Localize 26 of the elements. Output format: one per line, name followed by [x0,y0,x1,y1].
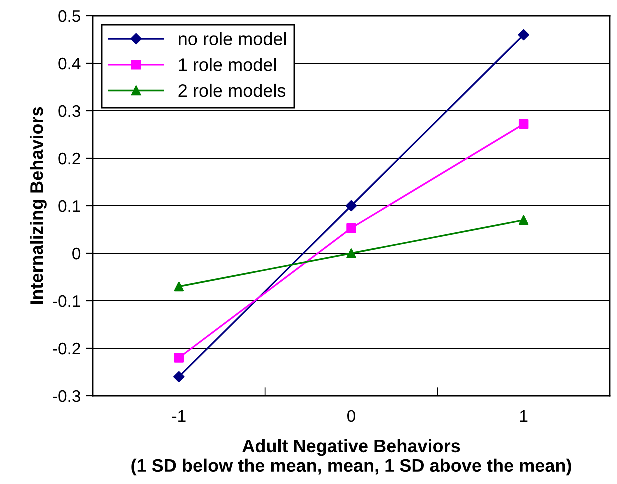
y-tick-label: 0.1 [58,200,80,212]
y-tick-label: 0 [72,248,81,260]
point [518,215,529,226]
y-tick-label: -0.1 [53,295,80,308]
y-tick-label: -0.3 [53,390,80,402]
point [174,282,184,292]
point [346,200,358,212]
x-tick-label: 1 [520,410,528,422]
legend-label: 2 role models [178,84,286,98]
point [174,353,184,363]
y-tick-label: 0.4 [58,58,81,70]
y-tick-label: -0.2 [53,342,80,355]
point [346,223,356,234]
point [518,119,529,130]
y-tick-label: 0.2 [58,152,80,165]
point [174,371,185,383]
legend-label: no role model [179,32,286,46]
y-tick-label: 0.5 [58,10,80,22]
x-tick-label: -1 [172,410,186,422]
point [346,248,356,258]
x-tick-label: 0 [348,410,356,422]
point [518,29,530,41]
legend-label: 1 role model [179,58,276,72]
x-axis-title: Adult Negative Behaviors (1 SD below the mean, mean, 1 SD above the mean) [132,439,572,476]
y-axis-title: Internalizing Behaviors [30,107,47,304]
y-tick-label: 0.3 [58,105,80,118]
